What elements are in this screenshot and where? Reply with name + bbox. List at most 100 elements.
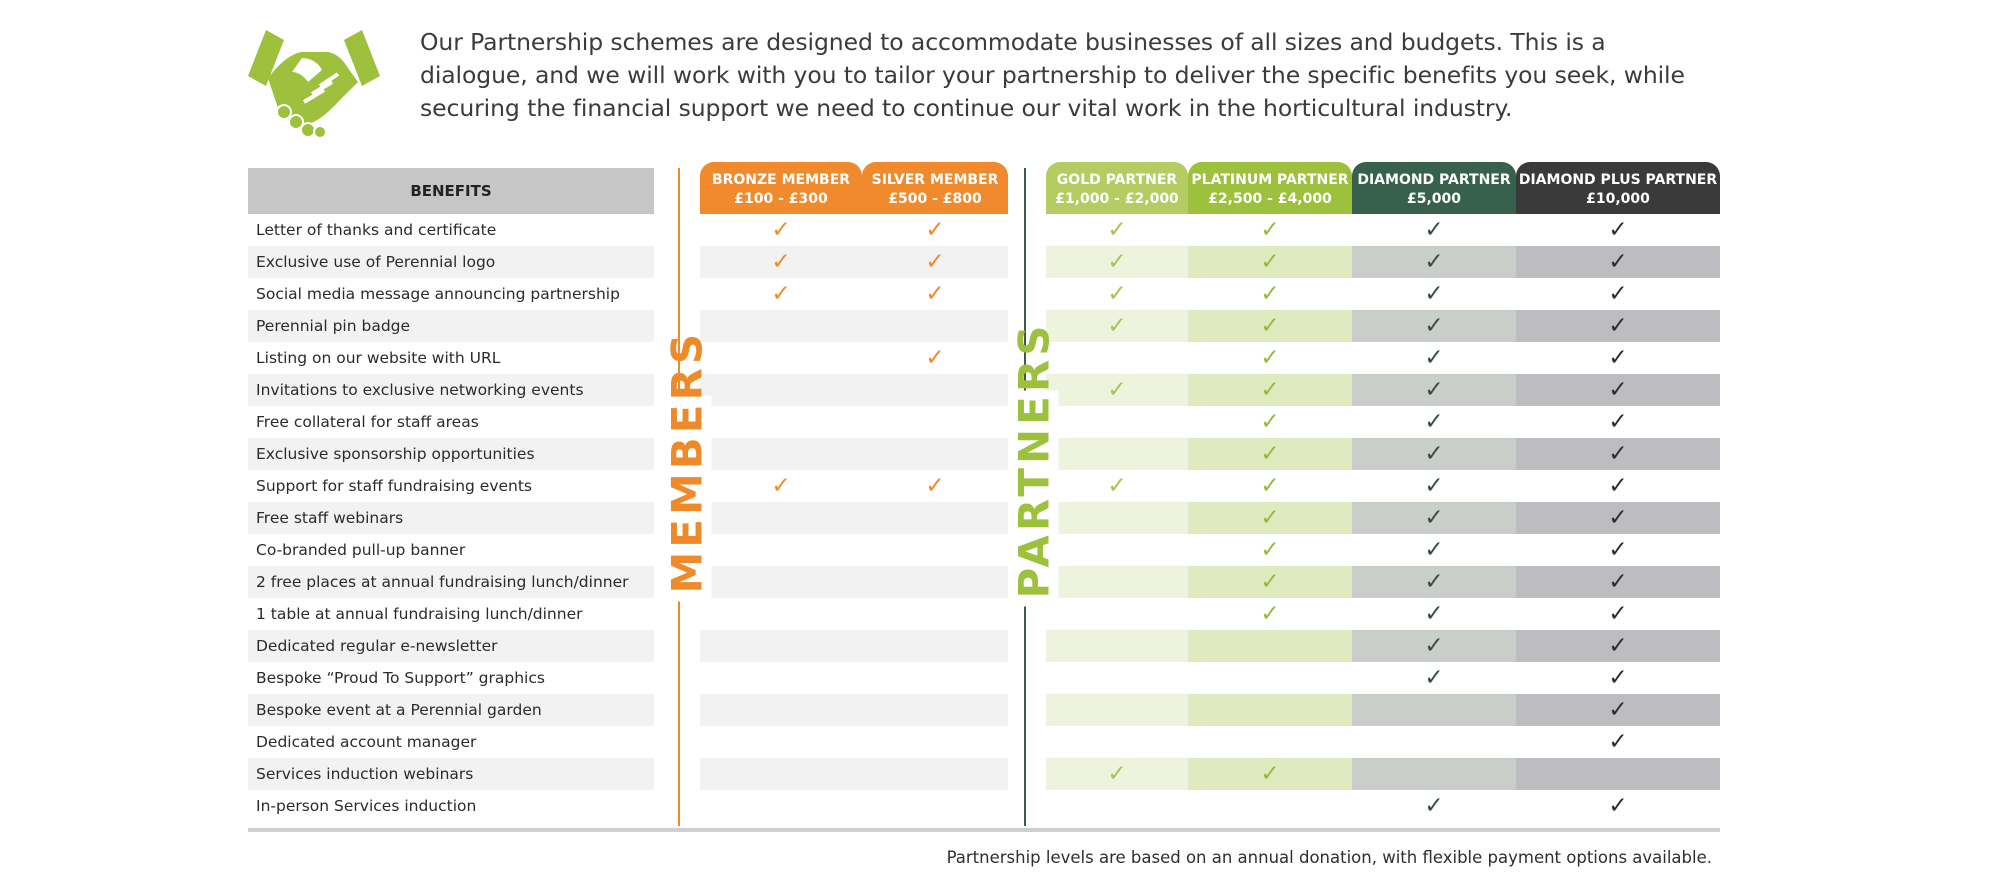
tier-price: £100 - £300 [734,191,828,207]
check-icon: ✓ [1424,601,1444,627]
check-cell: ✓ [862,214,1008,246]
check-cell: ✓ [1516,310,1720,342]
tier-name: GOLD PARTNER [1056,172,1178,188]
check-cell [1046,566,1188,598]
check-icon: ✓ [771,473,791,499]
check-icon: ✓ [1260,569,1280,595]
benefit-row: Co-branded pull-up banner [256,541,466,559]
tier-price: £10,000 [1586,191,1650,207]
check-cell: ✓ [1046,278,1188,310]
check-icon: ✓ [925,473,945,499]
check-cell: ✓ [1188,246,1352,278]
check-cell [700,438,862,470]
check-cell: ✓ [1516,246,1720,278]
check-icon: ✓ [1608,345,1628,371]
check-cell [1046,630,1188,662]
check-icon: ✓ [1608,793,1628,819]
check-icon: ✓ [1608,313,1628,339]
check-icon: ✓ [925,281,945,307]
check-icon: ✓ [1608,697,1628,723]
check-cell: ✓ [1516,374,1720,406]
check-icon: ✓ [1107,313,1127,339]
check-cell: ✓ [1352,374,1516,406]
check-icon: ✓ [1424,345,1444,371]
check-cell [1046,790,1188,822]
check-icon: ✓ [1424,249,1444,275]
check-icon: ✓ [1260,217,1280,243]
check-icon: ✓ [1260,505,1280,531]
tier-header-diamond-plus: DIAMOND PLUS PARTNER £10,000 [1516,162,1720,214]
check-cell: ✓ [1352,566,1516,598]
check-cell: ✓ [1188,278,1352,310]
benefit-row: 2 free places at annual fundraising lunc… [248,566,654,598]
check-icon: ✓ [1424,281,1444,307]
check-cell [1046,694,1188,726]
check-cell: ✓ [1352,470,1516,502]
check-icon: ✓ [925,345,945,371]
check-icon: ✓ [1107,761,1127,787]
footnote: Partnership levels are based on an annua… [946,848,1712,867]
check-cell [1188,694,1352,726]
tier-header-bronze: BRONZE MEMBER £100 - £300 [700,162,862,214]
check-icon: ✓ [1424,793,1444,819]
check-cell [862,726,1008,758]
check-cell: ✓ [700,214,862,246]
check-cell: ✓ [862,246,1008,278]
check-icon: ✓ [1424,665,1444,691]
benefit-row: Exclusive use of Perennial logo [248,246,654,278]
intro-paragraph: Our Partnership schemes are designed to … [420,28,1685,122]
check-cell: ✓ [1352,598,1516,630]
tier-column-diamond: ✓ ✓ ✓ ✓ ✓ ✓ ✓ ✓ ✓ ✓ ✓ ✓ ✓ ✓ ✓ ✓ [1352,214,1516,822]
check-cell [862,758,1008,790]
check-cell: ✓ [1188,374,1352,406]
check-icon: ✓ [1107,377,1127,403]
check-cell [862,598,1008,630]
check-cell: ✓ [1516,342,1720,374]
check-cell [700,758,862,790]
check-cell [1046,662,1188,694]
check-icon: ✓ [1608,633,1628,659]
check-icon: ✓ [1260,409,1280,435]
benefit-row: Free collateral for staff areas [256,413,479,431]
check-cell: ✓ [700,470,862,502]
check-cell: ✓ [1188,502,1352,534]
check-icon: ✓ [1424,313,1444,339]
check-cell [862,310,1008,342]
check-icon: ✓ [1424,377,1444,403]
check-icon: ✓ [925,217,945,243]
check-cell [700,694,862,726]
check-cell [1352,726,1516,758]
check-cell: ✓ [1516,790,1720,822]
check-icon: ✓ [1608,409,1628,435]
check-cell: ✓ [1516,502,1720,534]
check-cell: ✓ [1188,438,1352,470]
check-cell: ✓ [1516,566,1720,598]
check-cell [862,566,1008,598]
check-icon: ✓ [1608,569,1628,595]
benefit-row: 1 table at annual fundraising lunch/dinn… [256,605,583,623]
check-icon: ✓ [1608,537,1628,563]
tier-name: DIAMOND PLUS PARTNER [1518,172,1718,188]
check-cell: ✓ [700,246,862,278]
tier-header-diamond: DIAMOND PARTNER £5,000 [1352,162,1516,214]
check-cell [700,566,862,598]
tier-price: £1,000 - £2,000 [1055,191,1179,207]
benefit-row: Support for staff fundraising events [256,477,533,495]
check-cell: ✓ [1046,758,1188,790]
check-cell: ✓ [1352,502,1516,534]
check-icon: ✓ [1608,665,1628,691]
check-cell: ✓ [1352,310,1516,342]
check-icon: ✓ [1608,601,1628,627]
check-cell [862,374,1008,406]
check-icon: ✓ [1424,441,1444,467]
check-cell [700,310,862,342]
benefit-row: Social media message announcing partners… [256,285,620,303]
check-cell: ✓ [1188,470,1352,502]
check-icon: ✓ [1107,473,1127,499]
check-cell: ✓ [1516,438,1720,470]
check-cell: ✓ [1046,214,1188,246]
benefit-row: Dedicated regular e-newsletter [248,630,654,662]
benefits-header: BENEFITS [248,168,654,214]
check-cell: ✓ [1516,214,1720,246]
check-cell [1352,694,1516,726]
